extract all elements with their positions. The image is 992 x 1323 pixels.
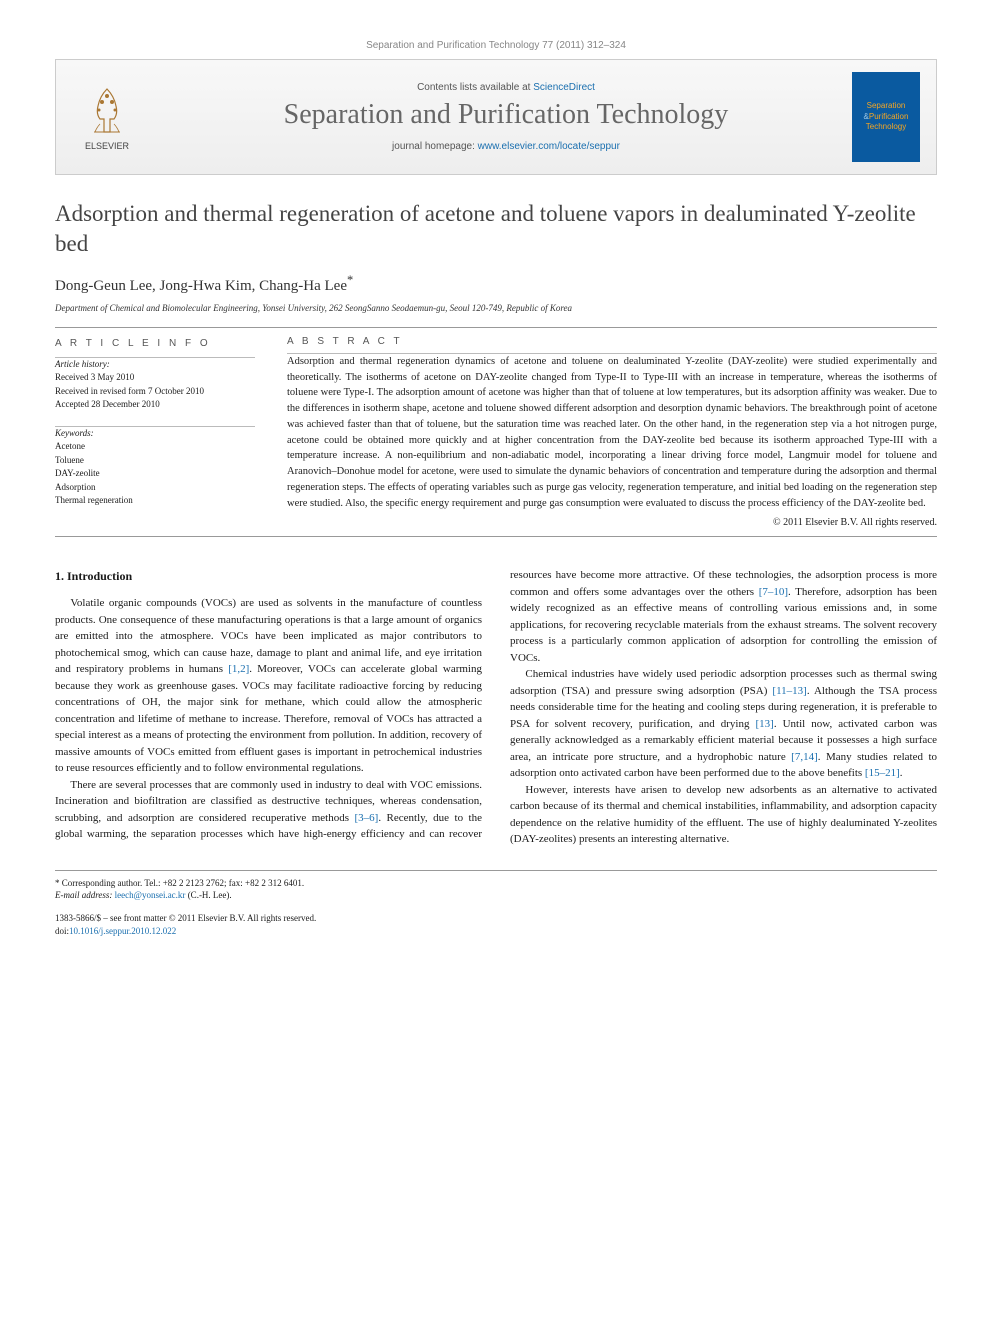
elsevier-tree-icon <box>82 84 132 139</box>
ref-3-6[interactable]: [3–6] <box>355 812 379 824</box>
doi-link[interactable]: 10.1016/j.seppur.2010.12.022 <box>69 926 176 936</box>
doi-line: doi:10.1016/j.seppur.2010.12.022 <box>55 925 478 938</box>
journal-cover-thumbnail: Separation &Purification Technology <box>852 72 920 162</box>
elsevier-logo: ELSEVIER <box>72 77 142 157</box>
ref-13[interactable]: [13] <box>756 718 774 730</box>
corresponding-author: * Corresponding author. Tel.: +82 2 2123… <box>55 877 478 890</box>
ref-7-14[interactable]: [7,14] <box>791 751 818 763</box>
abstract-heading: A B S T R A C T <box>287 336 937 347</box>
divider-bottom <box>55 536 937 537</box>
ref-7-10[interactable]: [7–10] <box>759 586 788 598</box>
history-block: Article history: Received 3 May 2010 Rec… <box>55 358 255 412</box>
affiliation: Department of Chemical and Biomolecular … <box>55 303 937 313</box>
received-date: Received 3 May 2010 <box>55 371 255 385</box>
accepted-date: Accepted 28 December 2010 <box>55 398 255 412</box>
article-title: Adsorption and thermal regeneration of a… <box>55 199 937 259</box>
keyword-3: DAY-zeolite <box>55 467 255 481</box>
banner-center: Contents lists available at ScienceDirec… <box>160 82 852 152</box>
article-info-heading: A R T I C L E I N F O <box>55 336 255 351</box>
corr-marker: * <box>347 273 353 287</box>
issn-line: 1383-5866/$ – see front matter © 2011 El… <box>55 912 478 925</box>
email-suffix: (C.-H. Lee). <box>185 890 231 900</box>
paragraph-1: Volatile organic compounds (VOCs) are us… <box>55 595 482 777</box>
email-line: E-mail address: leech@yonsei.ac.kr (C.-H… <box>55 889 478 902</box>
paragraph-3: Chemical industries have widely used per… <box>510 666 937 782</box>
cover-word-3: Technology <box>866 122 906 131</box>
homepage-prefix: journal homepage: <box>392 141 478 152</box>
body-text: 1. Introduction Volatile organic compoun… <box>55 567 937 848</box>
email-link[interactable]: leech@yonsei.ac.kr <box>115 890 186 900</box>
keyword-4: Adsorption <box>55 481 255 495</box>
contents-prefix: Contents lists available at <box>417 82 533 93</box>
paragraph-4: However, interests have arisen to develo… <box>510 782 937 848</box>
sciencedirect-link[interactable]: ScienceDirect <box>533 82 595 93</box>
history-label: Article history: <box>55 358 255 372</box>
abstract-column: A B S T R A C T Adsorption and thermal r… <box>287 336 937 529</box>
p1b-text: . Moreover, VOCs can accelerate global w… <box>55 663 482 774</box>
ref-15-21[interactable]: [15–21] <box>865 767 900 779</box>
ref-11-13[interactable]: [11–13] <box>772 685 806 697</box>
keywords-block: Keywords: Acetone Toluene DAY-zeolite Ad… <box>55 427 255 508</box>
abstract-text: Adsorption and thermal regeneration dyna… <box>287 354 937 512</box>
email-label: E-mail address: <box>55 890 115 900</box>
journal-homepage: journal homepage: www.elsevier.com/locat… <box>160 141 852 152</box>
ref-1-2[interactable]: [1,2] <box>228 663 249 675</box>
info-abstract-row: A R T I C L E I N F O Article history: R… <box>55 336 937 529</box>
divider-top <box>55 327 937 328</box>
cover-word-2: Purification <box>869 112 909 121</box>
section-1-heading: 1. Introduction <box>55 567 482 585</box>
abstract-copyright: © 2011 Elsevier B.V. All rights reserved… <box>287 517 937 528</box>
cover-word-1: Separation <box>867 101 906 110</box>
footer-block: * Corresponding author. Tel.: +82 2 2123… <box>55 870 937 937</box>
p3e-text: . <box>900 767 903 779</box>
doi-label: doi: <box>55 926 69 936</box>
citation-line: Separation and Purification Technology 7… <box>55 40 937 51</box>
keywords-label: Keywords: <box>55 427 255 441</box>
author-names: Dong-Geun Lee, Jong-Hwa Kim, Chang-Ha Le… <box>55 278 347 294</box>
keyword-2: Toluene <box>55 454 255 468</box>
authors-line: Dong-Geun Lee, Jong-Hwa Kim, Chang-Ha Le… <box>55 273 937 295</box>
journal-banner: ELSEVIER Contents lists available at Sci… <box>55 59 937 175</box>
revised-date: Received in revised form 7 October 2010 <box>55 385 255 399</box>
journal-title: Separation and Purification Technology <box>160 99 852 131</box>
homepage-link[interactable]: www.elsevier.com/locate/seppur <box>478 141 620 152</box>
keyword-1: Acetone <box>55 440 255 454</box>
contents-line: Contents lists available at ScienceDirec… <box>160 82 852 93</box>
keyword-5: Thermal regeneration <box>55 494 255 508</box>
article-info-column: A R T I C L E I N F O Article history: R… <box>55 336 255 529</box>
publisher-name: ELSEVIER <box>85 141 129 151</box>
